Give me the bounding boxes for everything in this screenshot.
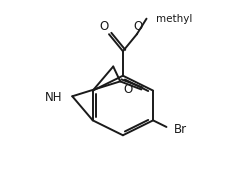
Text: O: O	[99, 20, 108, 33]
Text: O: O	[133, 20, 142, 33]
Text: Br: Br	[173, 123, 186, 136]
Text: NH: NH	[45, 91, 62, 104]
Text: O: O	[123, 83, 132, 96]
Text: methyl: methyl	[156, 14, 192, 24]
